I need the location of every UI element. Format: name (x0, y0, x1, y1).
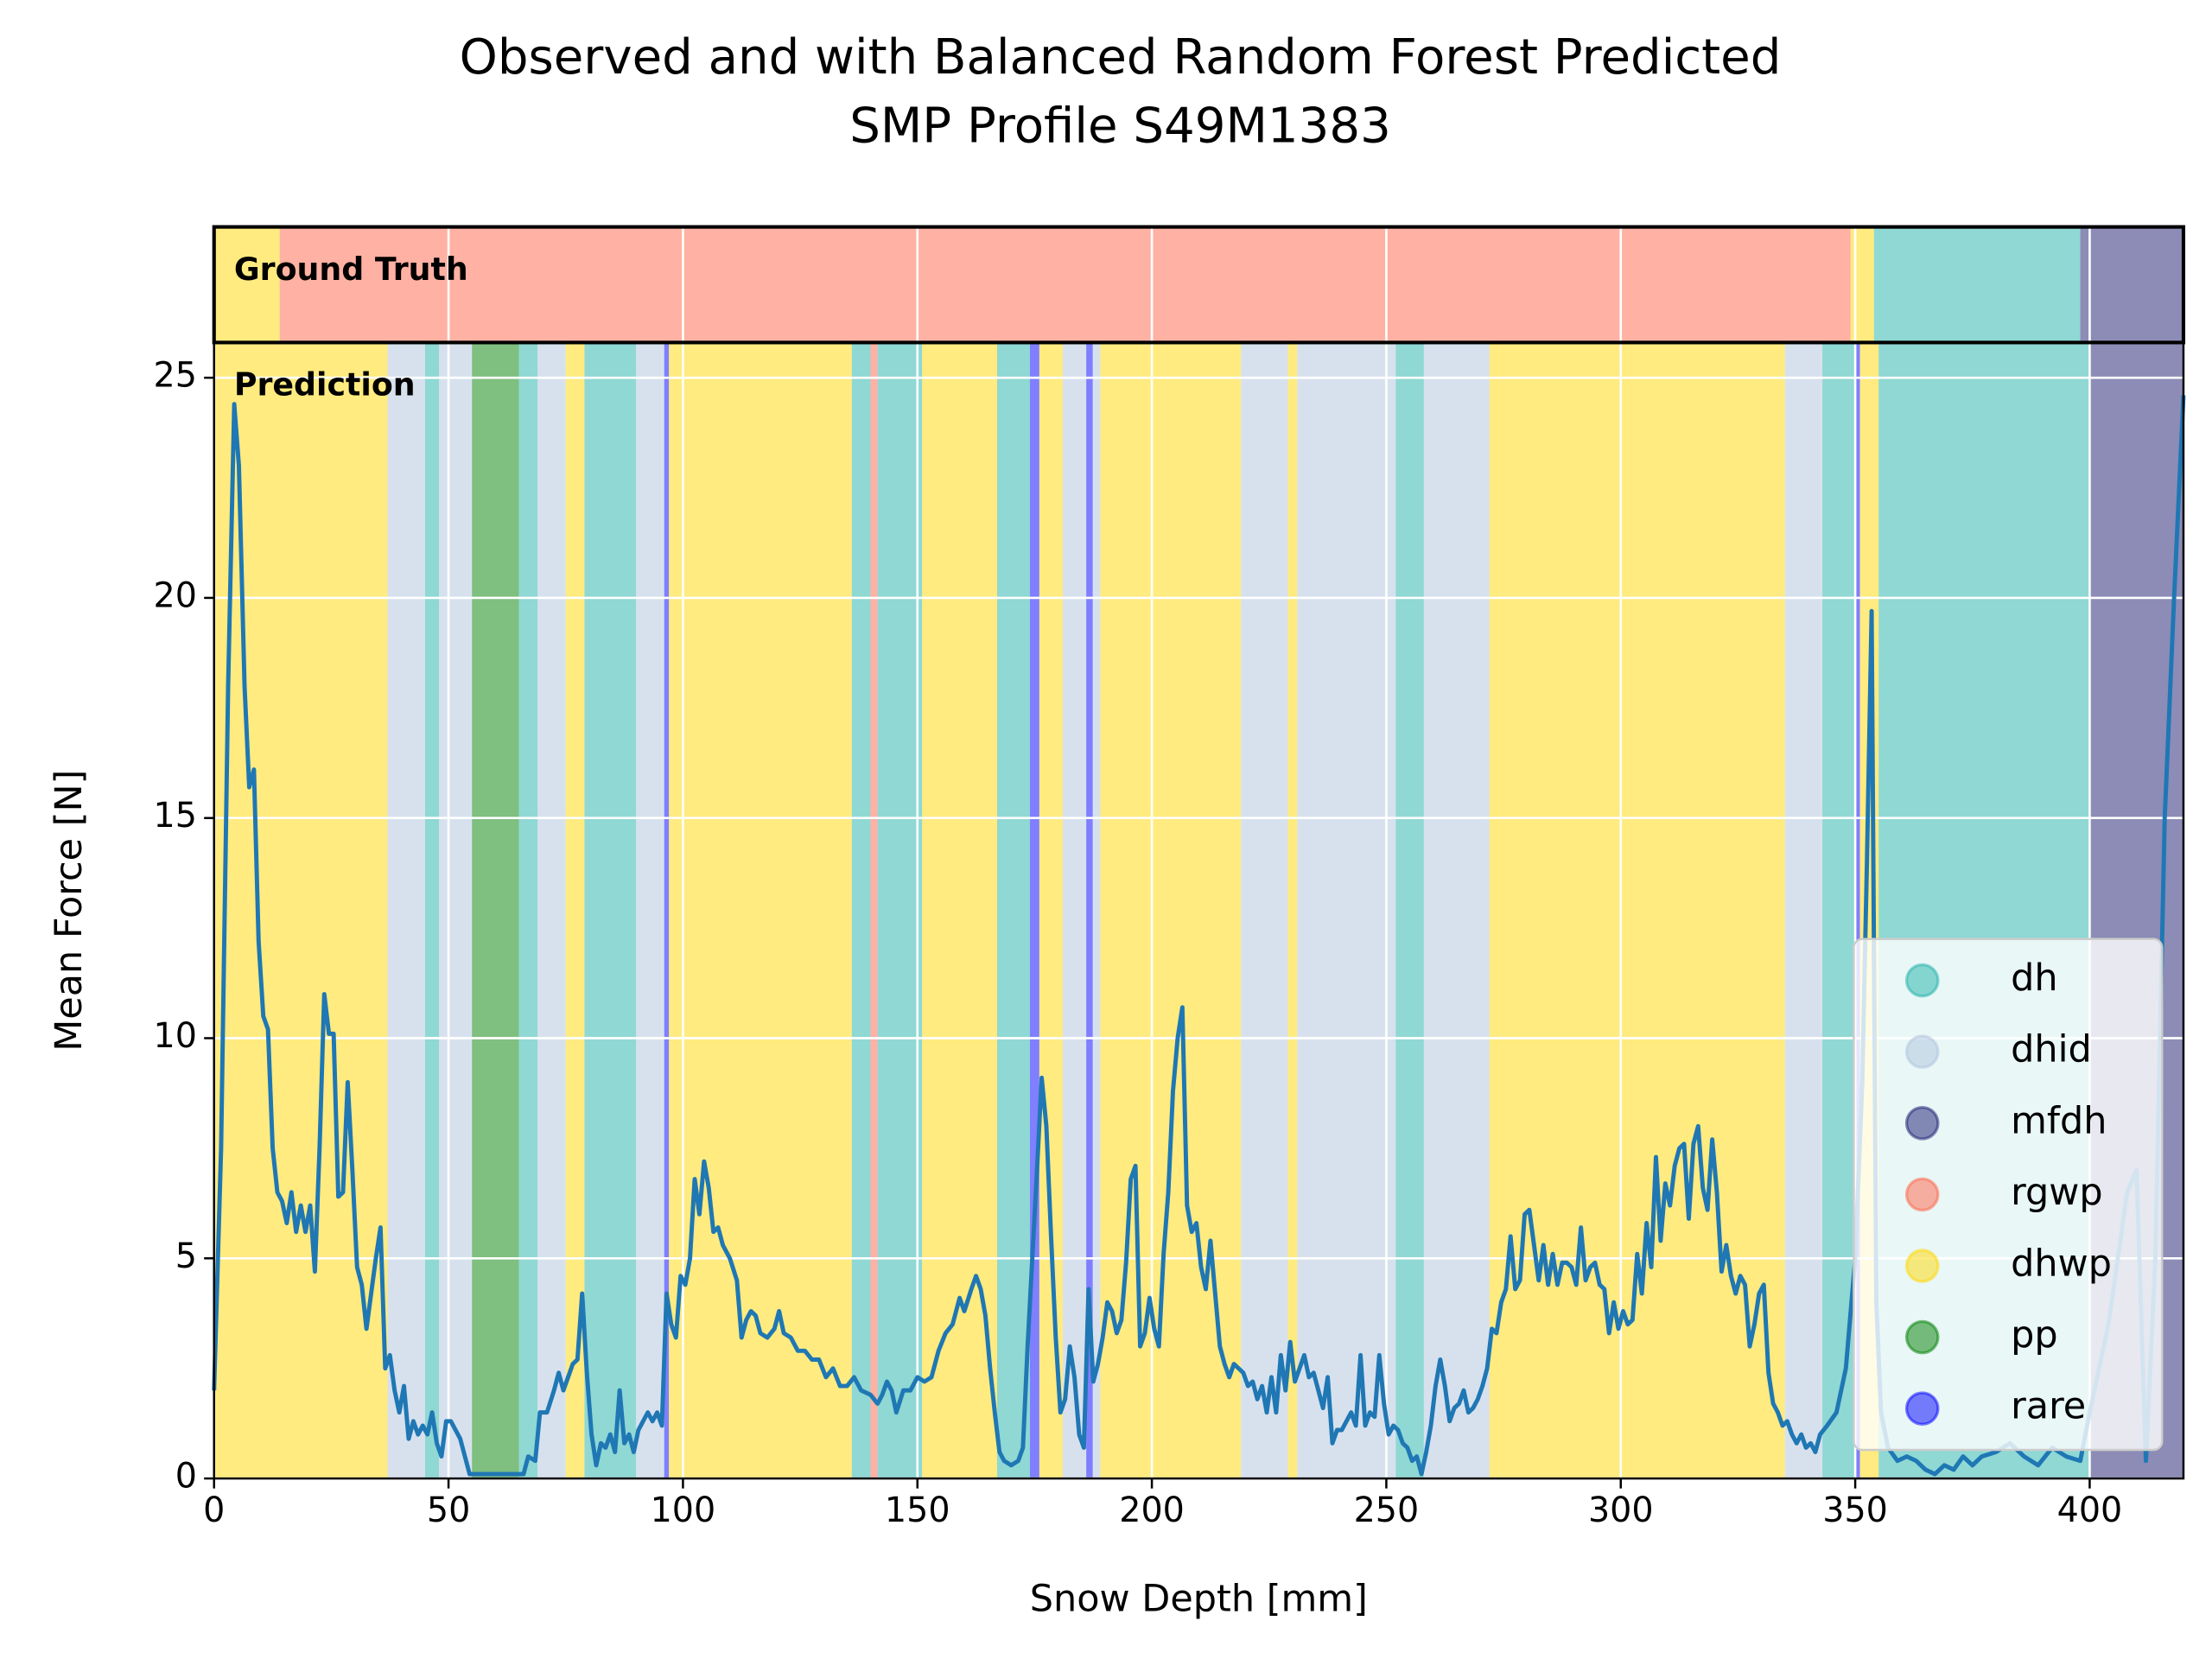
class-span (472, 342, 519, 1479)
y-tick-label: 15 (154, 796, 197, 836)
y-tick-label: 0 (175, 1457, 197, 1497)
class-span (1822, 342, 1856, 1479)
class-span (565, 342, 585, 1479)
class-span (1086, 342, 1093, 1479)
legend-marker (1904, 1319, 1940, 1355)
class-span (387, 342, 425, 1479)
class-span (439, 342, 473, 1479)
class-span (1297, 342, 1396, 1479)
class-span (1287, 342, 1298, 1479)
x-tick-label: 0 (203, 1491, 225, 1530)
legend-marker (1904, 1106, 1940, 1141)
class-span (518, 342, 538, 1479)
y-axis-label: Mean Force [N] (48, 770, 91, 1052)
class-span (537, 342, 566, 1479)
marks (212, 395, 2186, 1477)
class-span (1850, 226, 1874, 343)
legend-label: dh (2011, 957, 2057, 1000)
frame: 0 50 100 150 200 250 300 350 400 0 5 10 15 20 25 Ground… (154, 225, 2186, 1530)
x-tick-label: 350 (1822, 1491, 1888, 1530)
y-tick-label: 25 (154, 356, 197, 396)
class-span (664, 342, 670, 1479)
class-span (851, 342, 871, 1479)
chart-subtitle: SMP Profile S49M1383 (849, 98, 1391, 154)
class-span (922, 342, 998, 1479)
legend-marker (1904, 1391, 1940, 1426)
spans (213, 226, 2183, 1479)
class-span (424, 342, 440, 1479)
class-span (1489, 342, 1785, 1479)
class-span (1873, 226, 2081, 343)
legend-label: pp (2011, 1313, 2058, 1357)
x-tick-label: 150 (885, 1491, 950, 1530)
class-span (1062, 342, 1087, 1479)
class-span (1092, 342, 1101, 1479)
x-tick-label: 400 (2057, 1491, 2123, 1530)
class-span (1423, 342, 1490, 1479)
class-span (1241, 342, 1288, 1479)
panel-label: Ground Truth (234, 251, 468, 288)
legend: dh dhid mfdh rgwp dhwp pp rare (1853, 938, 2164, 1452)
class-span (870, 342, 878, 1479)
legend-label: rgwp (2011, 1171, 2103, 1214)
legend-label: dhid (2011, 1028, 2092, 1071)
chart-title: Observed and with Balanced Random Forest… (460, 29, 1782, 86)
x-tick-label: 200 (1119, 1491, 1185, 1530)
plot-frame (213, 341, 2185, 1480)
x-axis-label: Snow Depth [mm] (1030, 1578, 1368, 1621)
legend-marker (1904, 1177, 1940, 1212)
class-span (279, 226, 1851, 343)
class-span (2080, 226, 2183, 343)
legend-label: mfdh (2011, 1099, 2107, 1142)
class-span (1029, 342, 1039, 1479)
legend-label: rare (2011, 1385, 2086, 1428)
class-span (1855, 342, 1860, 1479)
x-tick-label: 50 (427, 1491, 470, 1530)
legend-marker (1904, 1034, 1940, 1070)
legend-marker (1904, 963, 1940, 998)
y-tick-label: 5 (175, 1236, 197, 1276)
force-line (212, 395, 2186, 1477)
class-span (1395, 342, 1424, 1479)
x-tick-label: 250 (1354, 1491, 1420, 1530)
panel-label: Prediction (234, 366, 416, 404)
class-span (669, 342, 852, 1479)
class-span (636, 342, 664, 1479)
legend-label: dhwp (2011, 1242, 2112, 1285)
class-span (213, 342, 388, 1479)
x-tick-label: 100 (651, 1491, 716, 1530)
class-span (997, 342, 1030, 1479)
y-tick-label: 10 (154, 1016, 197, 1056)
class-span (1039, 342, 1063, 1479)
legend-marker (1904, 1249, 1940, 1283)
x-tick-label: 300 (1588, 1491, 1654, 1530)
class-span (213, 226, 280, 343)
class-span (584, 342, 637, 1479)
class-span (877, 342, 923, 1479)
legend-box (1853, 938, 2164, 1452)
y-tick-label: 20 (154, 575, 197, 615)
class-span (1784, 342, 1823, 1479)
